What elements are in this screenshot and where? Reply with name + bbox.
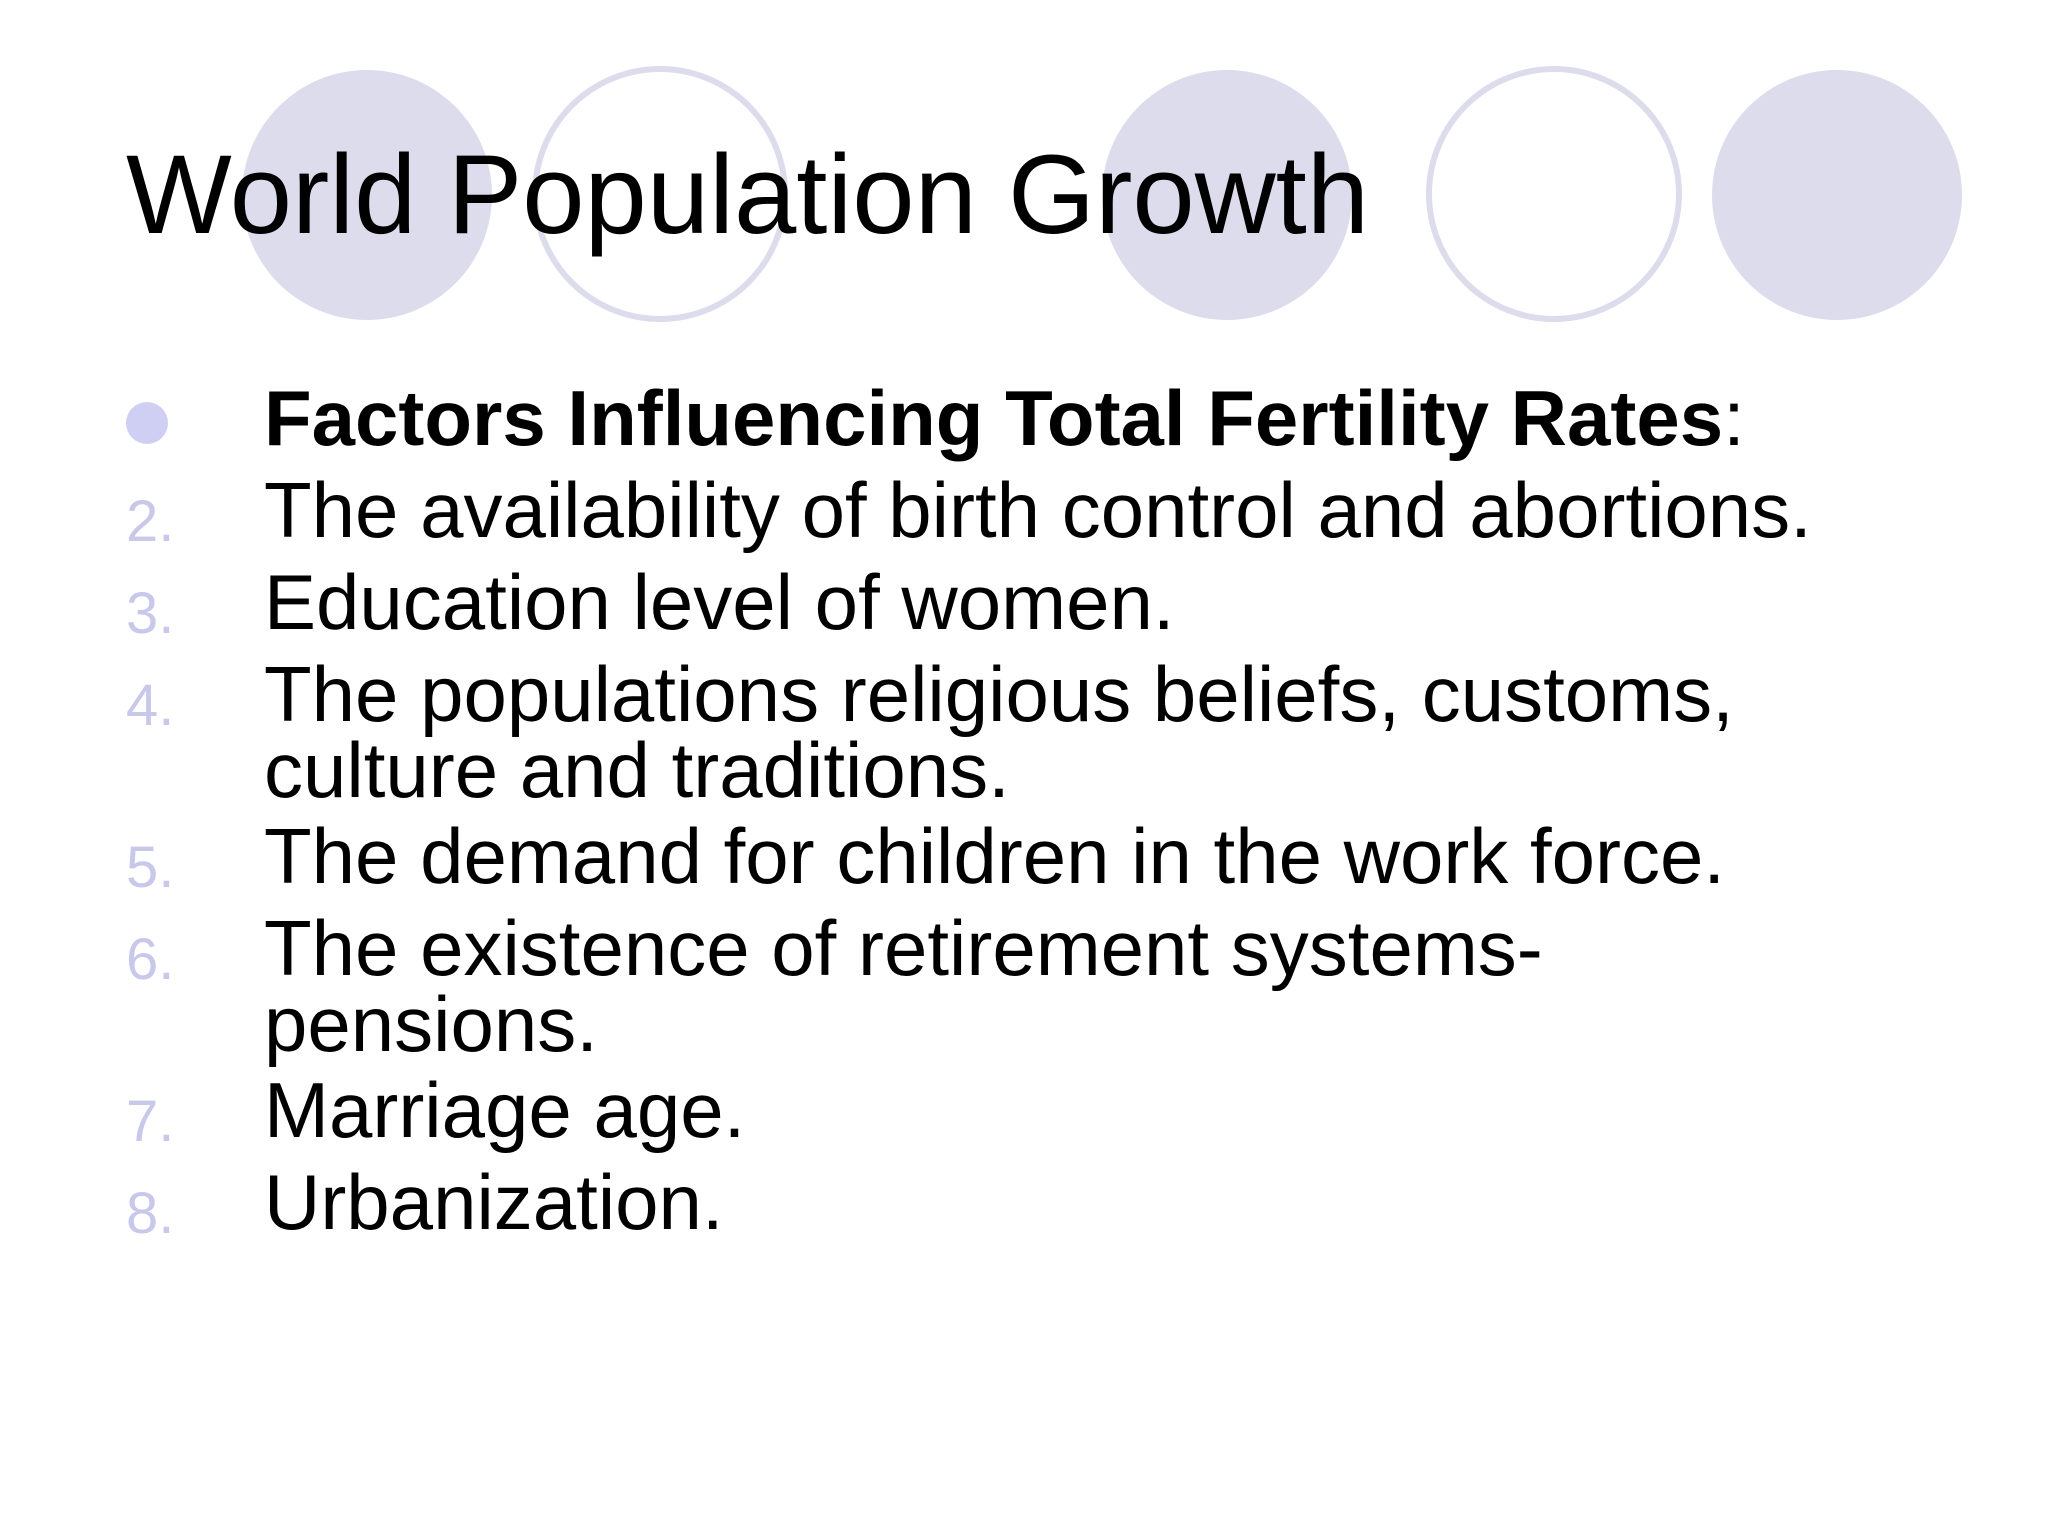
list-item: 4. The populations religious beliefs, cu…: [126, 655, 2026, 816]
list-heading-text: Factors Influencing Total Fertility Rate…: [264, 379, 2024, 457]
list-item-number: 8.: [126, 1181, 175, 1246]
list-item-number: 5.: [126, 835, 175, 900]
list-item: 6. The existence of retirement systems- …: [126, 909, 2026, 1070]
list-item-line: The populations religious beliefs, custo…: [264, 650, 1734, 738]
list-item-line: The existence of retirement systems-: [264, 904, 1543, 992]
decorative-circle-2: [532, 66, 788, 322]
list-item: 5. The demand for children in the work f…: [126, 812, 2026, 900]
list-item-text: The populations religious beliefs, custo…: [264, 655, 2024, 809]
decorative-circle-4: [1426, 66, 1682, 322]
list-item-line: culture and traditions.: [264, 726, 1010, 814]
bullet-icon: [126, 402, 168, 444]
list-item-text: Education level of women.: [264, 558, 1175, 646]
decorative-circle-3: [1102, 70, 1352, 320]
list-item: 3. Education level of women.: [126, 558, 2026, 646]
list-item-text: Urbanization.: [264, 1158, 724, 1246]
list-item-number: 6.: [126, 927, 175, 992]
list-heading: Factors Influencing Total Fertility Rate…: [126, 379, 2026, 460]
list-item-number: 4.: [126, 673, 175, 738]
list-item-text: The availability of birth control and ab…: [264, 466, 1812, 554]
list-item-text: Marriage age.: [264, 1066, 746, 1154]
list-item-number: 7.: [126, 1089, 175, 1154]
decorative-circle-5: [1712, 70, 1962, 320]
list-item: 2. The availability of birth control and…: [126, 466, 2026, 554]
decorative-circle-1: [242, 70, 492, 320]
list-item: 8. Urbanization.: [126, 1158, 2026, 1246]
list-item-text: The demand for children in the work forc…: [264, 812, 1726, 900]
list-heading-bold: Factors Influencing Total Fertility Rate…: [264, 374, 1724, 462]
slide-title: World Population Growth: [126, 132, 1369, 257]
list-item-number: 2.: [126, 489, 175, 554]
list-item-number: 3.: [126, 581, 175, 646]
list-item-line: pensions.: [264, 980, 598, 1068]
list-heading-suffix: :: [1723, 374, 1745, 462]
list-item-text: The existence of retirement systems- pen…: [264, 909, 2024, 1063]
list-item: 7. Marriage age.: [126, 1066, 2026, 1154]
